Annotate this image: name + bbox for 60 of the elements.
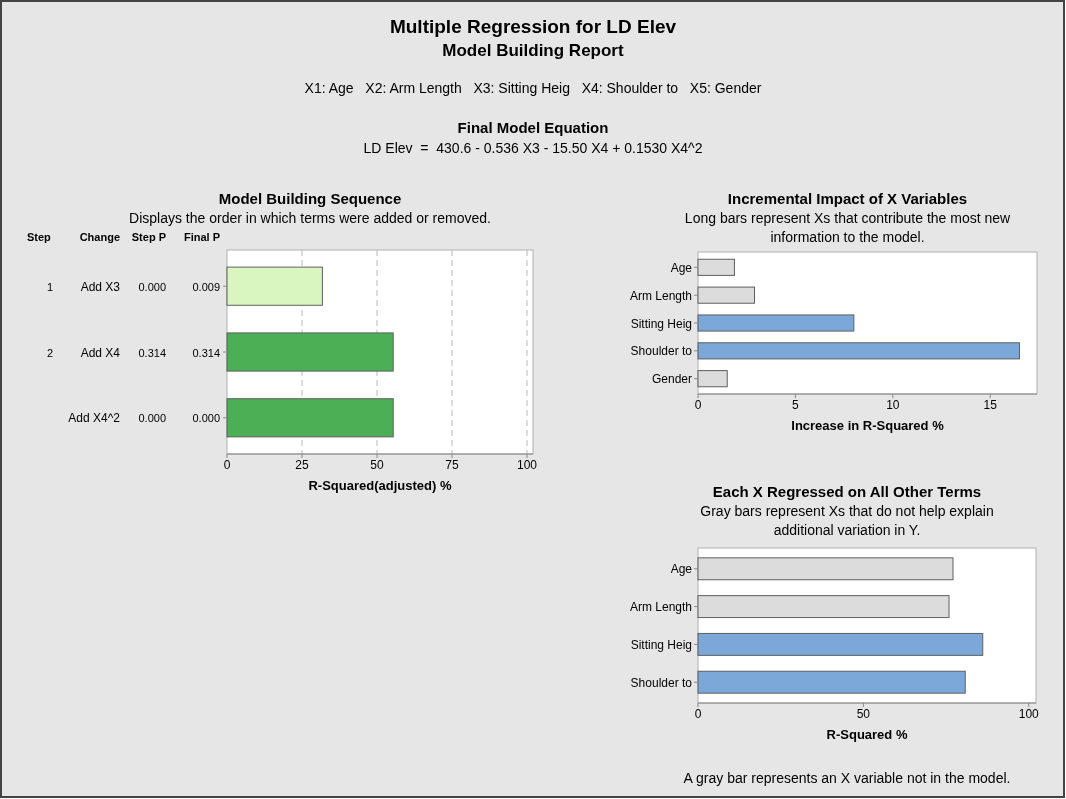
x-tick-label: 75 [445, 458, 459, 472]
text: Change [79, 231, 120, 243]
text: 0.000 [192, 412, 220, 425]
y-tick-label: Shoulder to [630, 675, 693, 690]
x-axis-title: R-Squared % [826, 727, 908, 742]
y-tick-label: Age [670, 562, 693, 577]
y-tick-label: Shoulder to [630, 344, 693, 359]
text: 0.314 [192, 346, 220, 359]
text: A gray bar represents an X variable not in the model. [683, 770, 1011, 786]
x-tick-label: 10 [886, 398, 900, 412]
y-tick-label: Gender [651, 372, 692, 387]
text: Step [27, 231, 52, 243]
chart-title: Each X Regressed on All Other Terms [712, 483, 982, 500]
bar [697, 595, 950, 619]
x-tick-label: 15 [983, 398, 998, 412]
text: 2 [46, 346, 53, 359]
y-tick-label: Age [670, 260, 693, 275]
bar [697, 670, 966, 694]
x-tick-label: 100 [516, 458, 538, 472]
bar [697, 370, 728, 388]
x-tick-label: 50 [856, 707, 871, 721]
chart-subtitle: Displays the order in which terms were added or removed. [129, 210, 491, 226]
text: Add X4 [80, 345, 121, 360]
text: Add X3 [80, 279, 121, 294]
text: Add X4^2 [68, 411, 121, 426]
text: Step P [131, 231, 166, 243]
bar [697, 286, 755, 304]
x-tick-label: 0 [694, 707, 702, 721]
text: Final P [183, 231, 220, 243]
text: 1 [46, 280, 53, 293]
bar [697, 258, 735, 276]
text: 0.009 [192, 280, 220, 293]
x-axis-title: R-Squared(adjusted) % [308, 478, 452, 493]
bar [697, 632, 984, 656]
y-tick-label: Sitting Heig [630, 316, 692, 331]
x-tick-label: 5 [792, 398, 800, 412]
text: LD Elev = 430.6 - 0.536 X3 - 15.50 X4 + 0.1530 X4^2 [363, 140, 703, 156]
x-tick-label: 25 [295, 458, 309, 472]
x-tick-label: 50 [370, 458, 384, 472]
y-tick-label: Sitting Heig [630, 637, 692, 652]
text: 0.314 [138, 346, 166, 359]
bar [697, 314, 855, 332]
text: Model Building Report [442, 41, 624, 60]
chart-title: Model Building Sequence [218, 190, 402, 207]
y-tick-label: Arm Length [629, 288, 692, 303]
chart-subtitle: Long bars represent Xs that contribute the most new information to the model. [684, 210, 1012, 245]
text: Multiple Regression for LD Elev [389, 16, 677, 37]
x-tick-label: 0 [223, 458, 231, 472]
x-tick-label: 100 [1018, 707, 1040, 721]
y-tick-label: Arm Length [629, 600, 692, 615]
x-axis-title: Increase in R-Squared % [791, 418, 945, 433]
text: 0.000 [138, 412, 166, 425]
text: X1: Age X2: Arm Length X3: Sitting Heig X4: Shoulder to X5: Gender [304, 80, 762, 96]
x-tick-label: 0 [694, 398, 702, 412]
text: Final Model Equation [457, 119, 609, 136]
bar [697, 342, 1020, 360]
chart-subtitle: Gray bars represent Xs that do not help explain additional variation in Y. [700, 503, 994, 538]
chart-title: Incremental Impact of X Variables [727, 190, 968, 207]
bar [697, 557, 954, 581]
text: 0.000 [138, 280, 166, 293]
